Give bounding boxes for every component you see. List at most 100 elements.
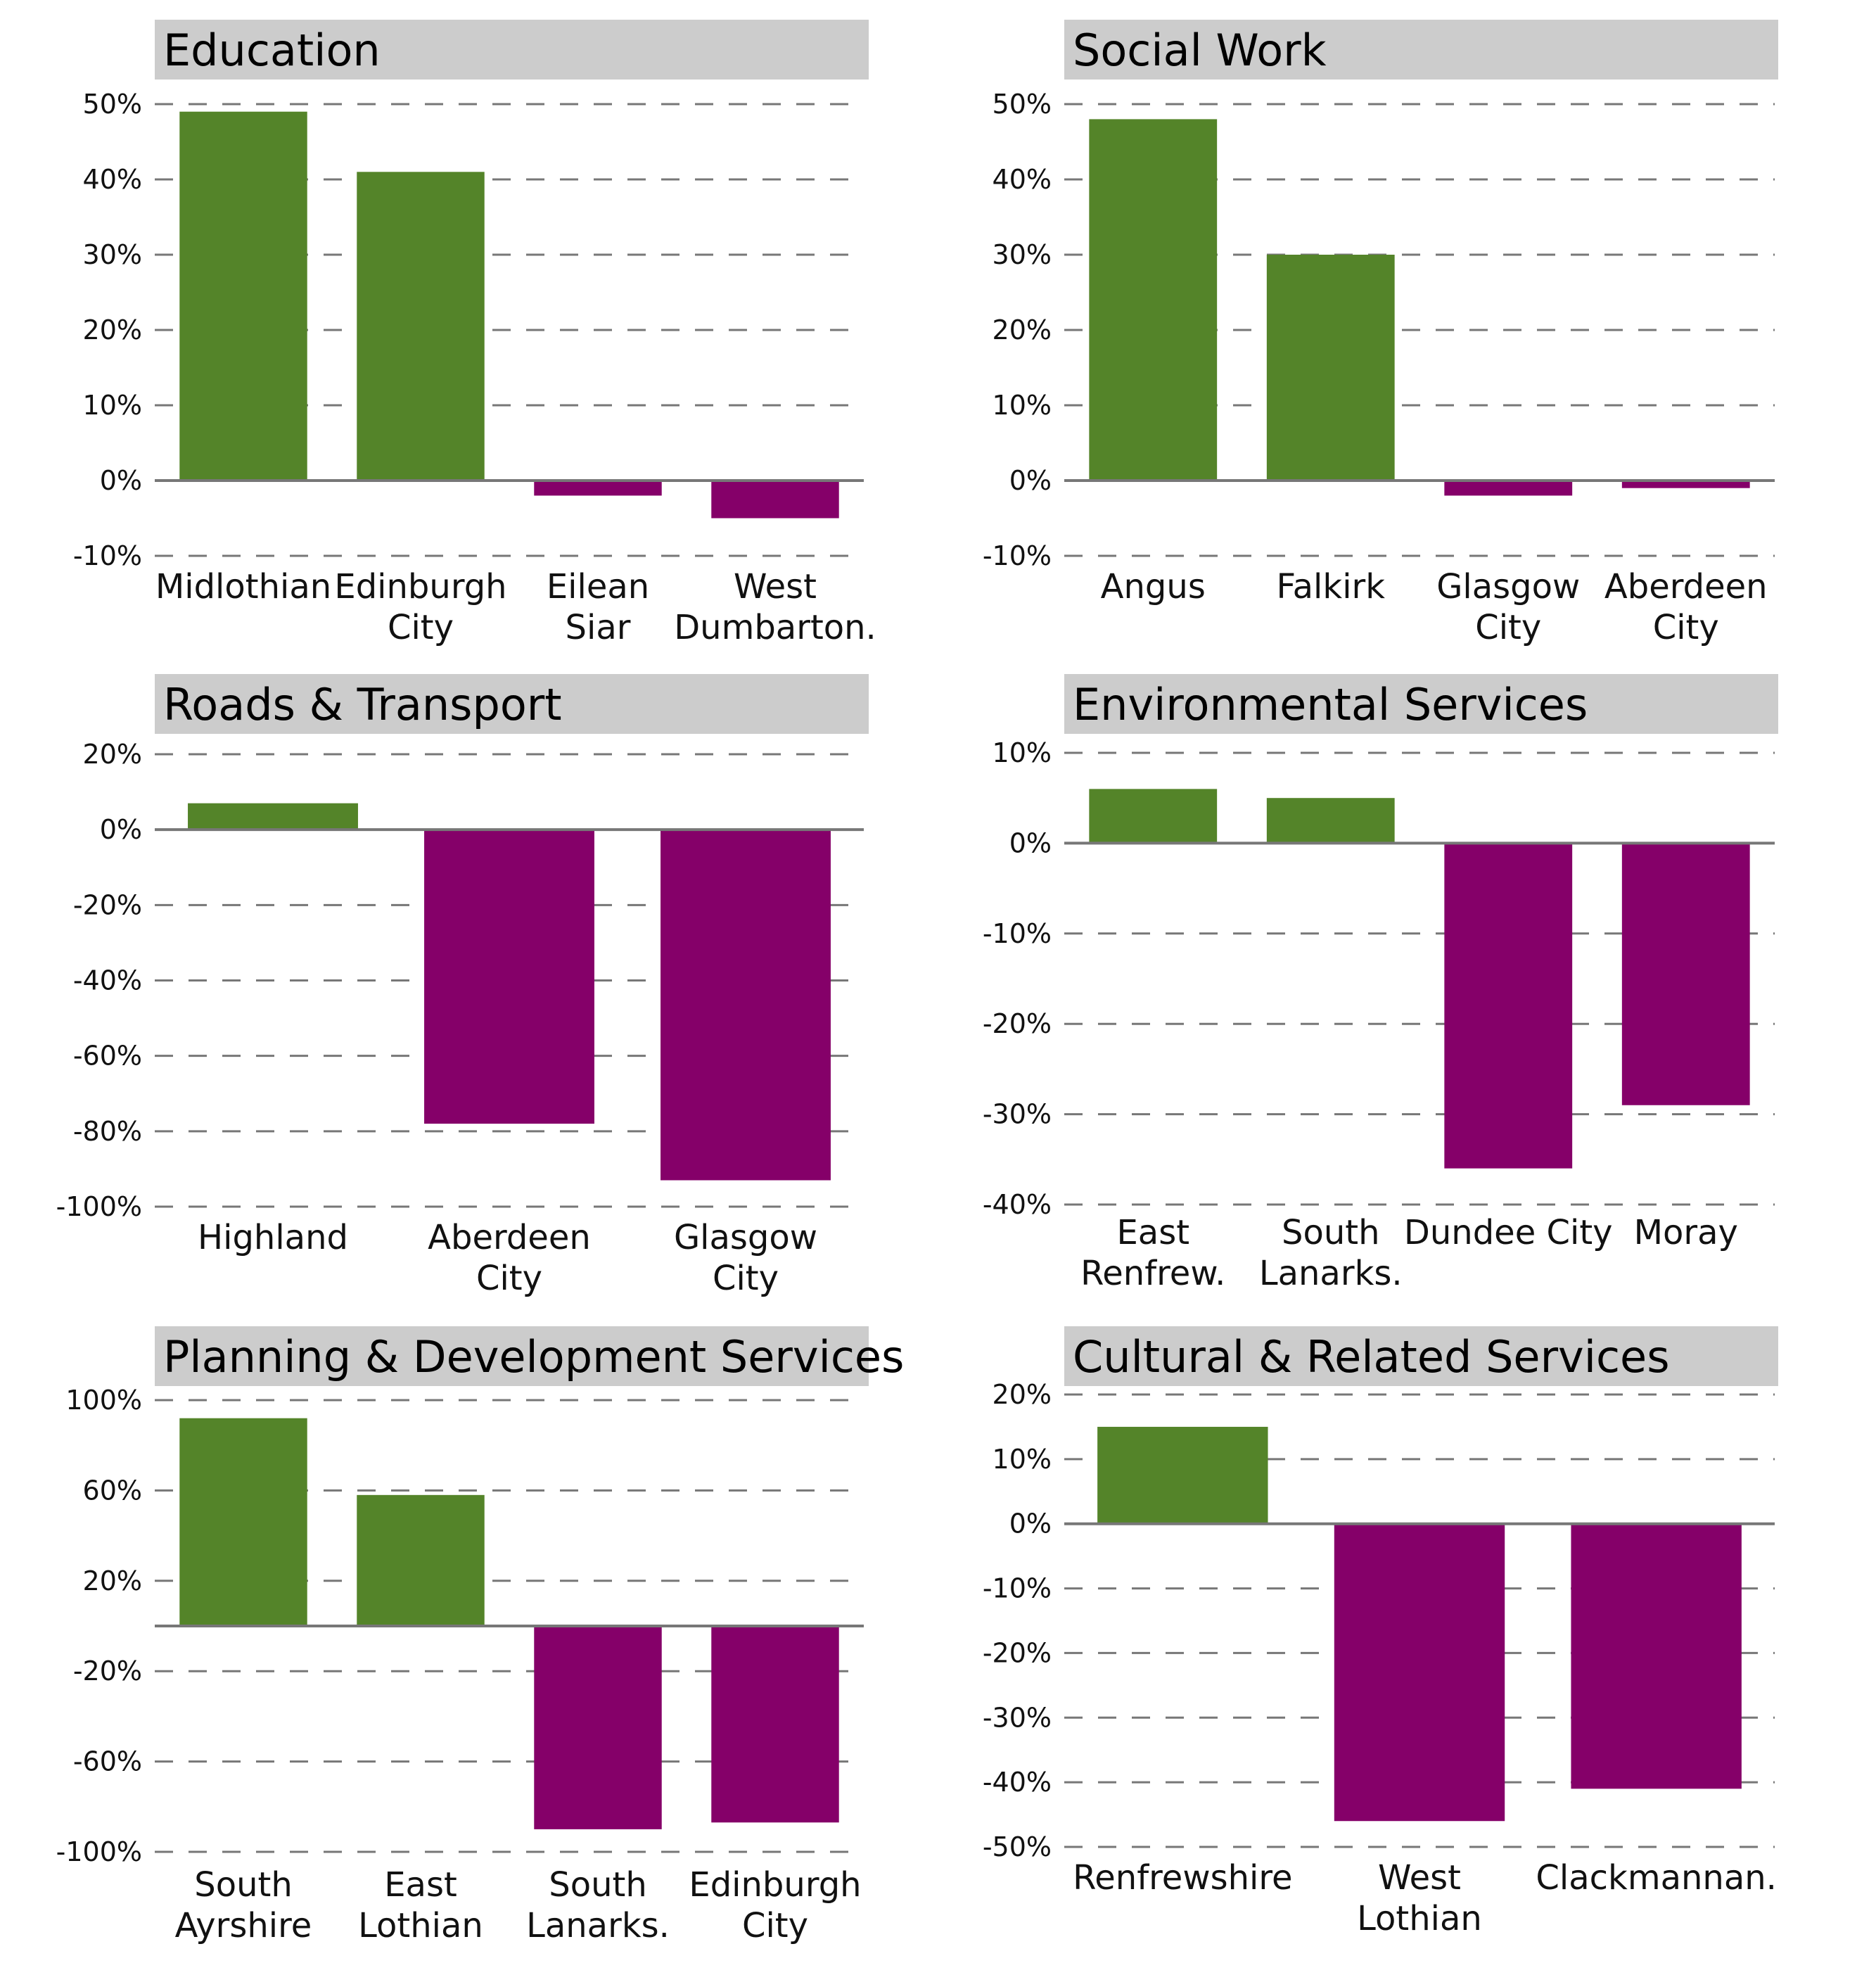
chart-title-background [1064,20,1778,80]
y-tick-label: 10% [83,390,142,421]
chart-title: Social Work [1073,25,1327,76]
bar [424,830,594,1124]
y-tick-label: 20% [83,1565,142,1596]
y-tick-label: -20% [983,1008,1052,1039]
y-tick-label: 30% [993,239,1052,270]
chart-title: Cultural & Related Services [1073,1331,1670,1383]
chart-panel: Roads & Transport 20% 0% -20% -40% -60% -80% -1… [56,674,869,1298]
y-tick-label: 40% [83,164,142,195]
y-tick-label: 50% [83,89,142,120]
chart-title-background [1064,1326,1778,1386]
y-tick-label: -80% [73,1116,142,1147]
y-tick-label: -100% [56,1836,142,1867]
y-tick-label: 10% [993,390,1052,421]
bar [357,172,485,481]
y-tick-label: 0% [1009,1508,1052,1539]
bar [179,1418,307,1626]
bar [711,481,839,519]
y-tick-label: 0% [100,814,142,845]
y-tick-label: 20% [993,315,1052,345]
chart-title-background [1064,674,1778,734]
category-label: West Lothian [1357,1858,1482,1938]
category-label: South Ayrshire [175,1865,312,1945]
category-label: Edinburgh City [334,567,506,647]
chart-title-background [155,674,869,734]
category-label: Glasgow City [1436,567,1580,647]
chart-panel: Planning & Development Services 100% 60% 20… [56,1326,904,1945]
category-label: Falkirk [1276,567,1385,606]
chart-panel: Education 50% 40% 30% 20% 10% 0% -10% Midlothian… [73,20,876,647]
y-tick-label: -10% [73,540,142,571]
y-tick-label: 10% [993,1444,1052,1475]
category-label: Dundee City [1404,1213,1613,1252]
y-tick-label: 100% [65,1385,142,1416]
y-tick-label: -40% [983,1189,1052,1220]
y-tick-label: 50% [993,89,1052,120]
chart-title: Roads & Transport [163,679,562,730]
category-label: Renfrewshire [1073,1858,1293,1898]
bar [1089,789,1218,844]
chart-title: Education [163,25,381,76]
y-tick-label: 10% [993,737,1052,768]
chart-panel: Social Work 50% 40% 30% 20% 10% 0% -10% Angus Fal… [983,20,1778,647]
bar [179,111,307,481]
y-tick-label: -20% [73,1656,142,1686]
bar [188,803,358,830]
chart-title: Environmental Services [1073,679,1588,730]
category-label: South Lanarks. [526,1865,670,1945]
category-label: Aberdeen City [1604,567,1768,647]
category-label: Glasgow City [674,1218,817,1298]
y-tick-label: 0% [1009,827,1052,858]
bar [1266,798,1395,844]
y-tick-label: -60% [73,1041,142,1072]
bar [1089,119,1218,481]
y-tick-label: -10% [983,1573,1052,1604]
y-tick-label: -60% [73,1746,142,1777]
category-label: West Dumbarton. [674,567,876,647]
category-label: Clackmannan. [1536,1858,1777,1898]
y-tick-label: -50% [983,1831,1052,1862]
category-label: South Lanarks. [1259,1213,1403,1293]
bar [1097,1426,1268,1524]
chart-panel: Environmental Services 10% 0% -10% -20% -30% -… [983,674,1778,1293]
category-label: Highland [198,1218,348,1257]
y-tick-label: 20% [993,1379,1052,1410]
chart-title: Planning & Development Services [163,1331,904,1383]
bar [1444,843,1573,1169]
chart-panel: Cultural & Related Services 20% 10% 0% -10% -… [983,1326,1778,1938]
y-tick-label: 20% [83,739,142,770]
bar [357,1494,485,1626]
bar [1266,255,1395,481]
chart-title-background [155,1326,869,1386]
y-tick-label: -30% [983,1099,1052,1130]
y-tick-label: 0% [100,465,142,496]
y-tick-label: -10% [983,918,1052,949]
category-label: Midlothian [155,567,331,606]
y-tick-label: -20% [983,1637,1052,1668]
y-tick-label: 0% [1009,465,1052,496]
bar [661,830,831,1181]
bar [1444,481,1573,496]
y-tick-label: 30% [83,239,142,270]
category-label: East Renfrew. [1080,1213,1225,1293]
category-label: East Lothian [358,1865,483,1945]
category-label: Eilean Siar [547,567,649,647]
y-tick-label: -30% [983,1702,1052,1733]
y-tick-label: -40% [73,965,142,996]
bar [1334,1523,1505,1822]
category-label: Aberdeen City [428,1218,591,1298]
y-tick-label: 60% [83,1475,142,1506]
y-tick-label: -10% [983,540,1052,571]
bar [1621,481,1750,488]
y-tick-label: -40% [983,1767,1052,1798]
bar [1621,843,1750,1105]
bar [534,1626,662,1829]
bar [534,481,662,496]
category-label: Moray [1634,1213,1738,1252]
category-label: Angus [1101,567,1206,606]
y-tick-label: -20% [73,889,142,920]
chart-title-background [155,20,869,80]
y-tick-label: -100% [56,1191,142,1222]
bar [711,1626,839,1823]
